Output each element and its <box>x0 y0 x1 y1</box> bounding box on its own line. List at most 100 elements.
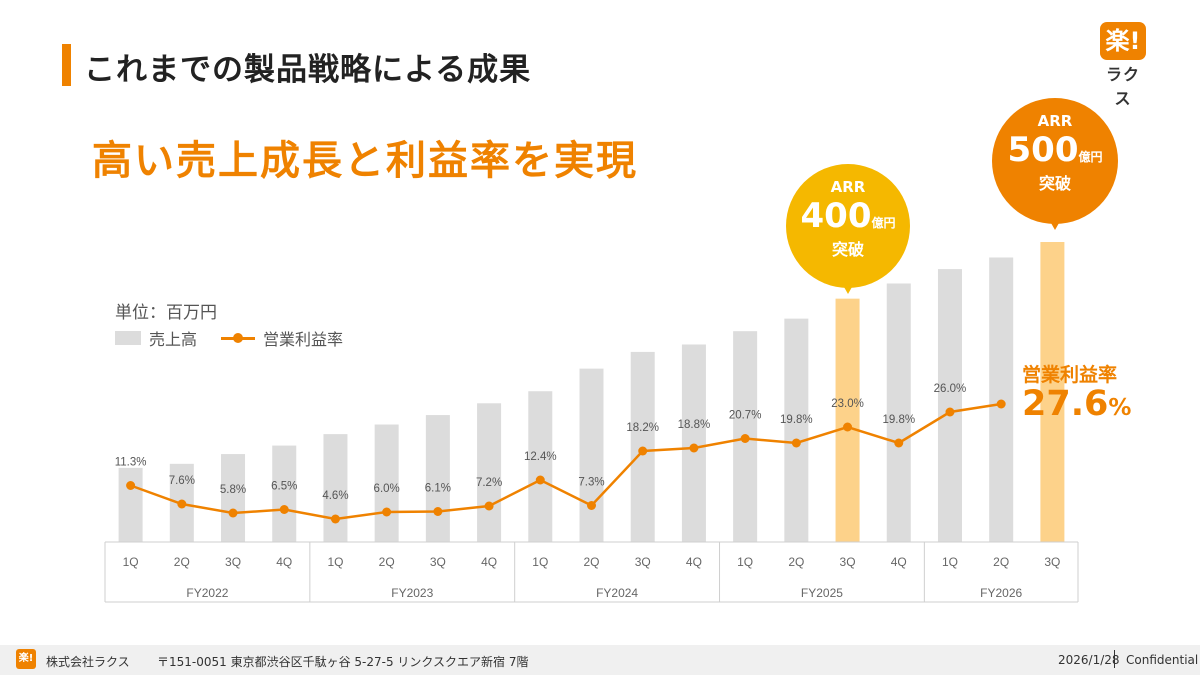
quarter-tick-label: 1Q <box>327 555 343 569</box>
fiscal-year-label: FY2023 <box>391 586 433 600</box>
quarter-tick-label: 2Q <box>379 555 395 569</box>
sales-bar <box>579 368 604 542</box>
quarter-tick-label: 2Q <box>583 555 599 569</box>
operating-margin-data-label: 19.8% <box>780 414 813 426</box>
arr-400-unit: 億円 <box>871 216 896 230</box>
quarter-tick-label: 4Q <box>686 555 702 569</box>
arr-400-pointer <box>840 280 856 294</box>
legend-line-dot <box>233 332 244 343</box>
quarter-tick-label: 3Q <box>225 555 241 569</box>
headline: 高い売上成長と利益率を実現 <box>92 138 638 184</box>
arr-500-suffix: 突破 <box>1038 174 1071 193</box>
operating-margin-data-label: 19.8% <box>882 414 915 426</box>
sales-bar <box>477 403 502 542</box>
arr-400-label: ARR <box>830 178 866 196</box>
quarter-tick-label: 3Q <box>1044 555 1060 569</box>
operating-margin-point <box>740 434 750 443</box>
sales-bar <box>118 467 143 542</box>
footer-company: 株式会社ラクス <box>46 655 130 669</box>
legend-bar-swatch <box>115 331 141 345</box>
operating-margin-data-label: 7.6% <box>169 475 195 487</box>
arr-400-suffix: 突破 <box>831 240 864 259</box>
operating-margin-point <box>843 422 853 432</box>
chart-unit-label: 単位：百万円 <box>115 303 217 323</box>
quarter-tick-label: 4Q <box>276 555 292 569</box>
footer: 楽! 株式会社ラクス 〒151-0051 東京都渋谷区千駄ヶ谷 5-27-5 リ… <box>0 645 1200 675</box>
arr-500-unit: 億円 <box>1078 150 1103 164</box>
quarter-tick-label: 4Q <box>481 555 497 569</box>
latest-margin-title: 営業利益率 <box>1022 364 1118 386</box>
operating-margin-data-label: 6.1% <box>425 483 451 495</box>
page-title: これまでの製品戦略による成果 <box>84 52 532 88</box>
operating-margin-point <box>177 499 187 509</box>
footer-confidential: Confidential <box>1126 653 1199 667</box>
legend-line-swatch <box>221 332 256 343</box>
operating-margin-data-label: 18.8% <box>678 419 711 431</box>
quarter-tick-label: 1Q <box>532 555 548 569</box>
sales-bar <box>835 298 860 542</box>
operating-margin-data-label: 7.3% <box>578 477 604 489</box>
operating-margin-data-label: 23.0% <box>831 398 864 410</box>
fiscal-year-label: FY2026 <box>980 586 1022 600</box>
footer-address: 〒151-0051 東京都渋谷区千駄ヶ谷 5-27-5 リンクスクエア新宿 7階 <box>157 655 529 669</box>
operating-margin-data-label: 5.8% <box>220 484 246 496</box>
quarter-tick-label: 4Q <box>891 555 907 569</box>
sales-bar <box>886 283 911 542</box>
sales-bar <box>272 445 297 542</box>
arr-500-callout: ARR 500億円 突破 <box>992 98 1118 230</box>
operating-margin-point <box>945 407 955 417</box>
footer-separator <box>1114 650 1115 668</box>
latest-margin-unit: % <box>1108 395 1132 421</box>
operating-margin-data-label: 20.7% <box>729 410 762 422</box>
sales-bar <box>784 318 809 542</box>
arr-400-callout: ARR 400億円 突破 <box>786 164 910 294</box>
arr-500-value: 500 <box>1007 130 1079 170</box>
fiscal-year-label: FY2024 <box>596 586 638 600</box>
operating-margin-point <box>689 443 699 453</box>
quarter-tick-label: 1Q <box>942 555 958 569</box>
revenue-margin-chart: FY2022 FY2023 FY2024 FY2025 FY2026 1Q 2Q 3Q 4Q 1Q… <box>104 242 1079 603</box>
sales-bar <box>937 269 962 542</box>
title-accent-bar <box>62 44 71 86</box>
legend-label-margin: 営業利益率 <box>263 330 344 349</box>
operating-margin-point <box>126 481 136 490</box>
logo-mark-icon: 楽! <box>1100 22 1146 60</box>
operating-margin-point <box>228 508 238 518</box>
operating-margin-data-label: 11.3% <box>115 457 147 469</box>
operating-margin-data-label: 26.0% <box>934 383 967 395</box>
quarter-tick-label: 2Q <box>788 555 804 569</box>
chart-legend: 売上高 営業利益率 <box>115 326 343 350</box>
quarter-tick-label: 3Q <box>635 555 651 569</box>
quarter-tick-label: 1Q <box>737 555 753 569</box>
operating-margin-point <box>535 475 545 485</box>
operating-margin-point <box>484 501 494 511</box>
operating-margin-point <box>791 438 801 448</box>
operating-margin-data-label: 4.6% <box>322 490 348 502</box>
logo-name: ラクス <box>1105 65 1140 108</box>
arr-400-value: 400 <box>800 196 872 236</box>
operating-margin-point <box>433 507 443 516</box>
latest-margin-value: 27.6 <box>1022 384 1109 424</box>
sales-bar <box>1040 242 1065 542</box>
operating-margin-data-label: 6.5% <box>271 481 297 493</box>
operating-margin-data-label: 18.2% <box>626 422 659 434</box>
operating-margin-point <box>382 507 392 517</box>
operating-margin-point <box>587 501 596 510</box>
operating-margin-data-label: 7.2% <box>476 477 502 489</box>
sales-bar <box>323 434 348 542</box>
quarter-tick-label: 3Q <box>430 555 446 569</box>
legend-label-sales: 売上高 <box>149 330 198 349</box>
quarter-tick-label: 2Q <box>993 555 1009 569</box>
quarter-tick-label: 2Q <box>174 555 190 569</box>
footer-logo-icon: 楽! <box>16 649 36 669</box>
operating-margin-point <box>330 514 340 524</box>
sales-bar <box>221 454 246 542</box>
operating-margin-data-label: 12.4% <box>524 451 557 463</box>
sales-bar <box>374 424 399 542</box>
operating-margin-data-label: 6.0% <box>374 483 400 495</box>
arr-500-label: ARR <box>1037 112 1073 130</box>
sales-bar <box>528 391 553 542</box>
fiscal-year-label: FY2025 <box>801 586 843 600</box>
latest-margin-value-block: 27.6% <box>1022 384 1131 424</box>
sales-bar <box>681 344 706 542</box>
